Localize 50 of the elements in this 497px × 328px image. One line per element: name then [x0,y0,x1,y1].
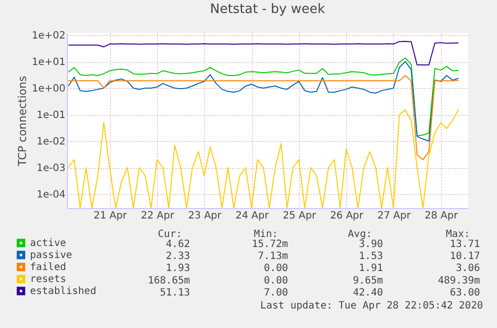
text: 13.71 [450,239,480,250]
text: 15.72m [252,239,288,250]
legend-label: passive [30,250,72,261]
legend-label: established [30,286,96,297]
text: 3.06 [456,263,480,274]
x-tick-label: 24 Apr [235,210,270,222]
y-tick-label: 1e-04 [36,190,66,201]
text: Min: [254,229,278,240]
text: 1.93 [166,263,190,274]
text: 3.90 [358,239,383,250]
legend-label: active [30,238,66,249]
text: Max: [446,229,470,240]
x-tick-label: 27 Apr [377,210,412,222]
text: 1.53 [358,251,383,262]
y-tick-label: 1e+00 [32,84,66,95]
y-axis-title: TCP connections [16,76,29,168]
chart-title: Netstat - by week [210,2,326,18]
text: 7.00 [264,287,288,298]
text: 168.65m [148,275,190,286]
legend-label: resets [30,274,66,285]
y-tick-label: 1e+02 [32,30,66,42]
line-series [68,108,459,208]
text: 9.65m [352,275,383,286]
text: 489.39m [438,275,480,286]
text: 63.00 [450,287,480,298]
y-tick-label: 1e+01 [32,57,66,68]
x-tick-label: 26 Apr [330,210,364,222]
x-tick-label: 21 Apr [94,210,128,222]
text: Avg: [348,229,372,240]
x-tick-label: 22 Apr [140,210,175,222]
text: Last update: Tue Apr 28 22:05:42 2020 [260,300,483,312]
text: 2.33 [166,251,190,262]
text: 0.00 [264,275,288,286]
y-tick-label: 1e-02 [36,136,66,148]
x-tick-label: 28 Apr [424,210,459,222]
x-tick-label: 23 Apr [188,210,222,222]
text: 10.17 [450,251,480,262]
text: 42.40 [352,287,383,298]
line-series [68,74,459,160]
text: Cur: [158,229,182,240]
text: 1.91 [358,263,383,274]
y-tick-label: 1e-01 [36,110,66,122]
y-tick-label: 1e-03 [36,163,66,174]
line-series [68,40,459,66]
text: 0.00 [264,263,288,274]
legend-label: failed [30,262,66,273]
text: 4.62 [166,239,190,250]
text: 51.13 [160,287,190,298]
text: 7.13m [258,251,288,262]
x-tick-label: 25 Apr [282,210,317,222]
